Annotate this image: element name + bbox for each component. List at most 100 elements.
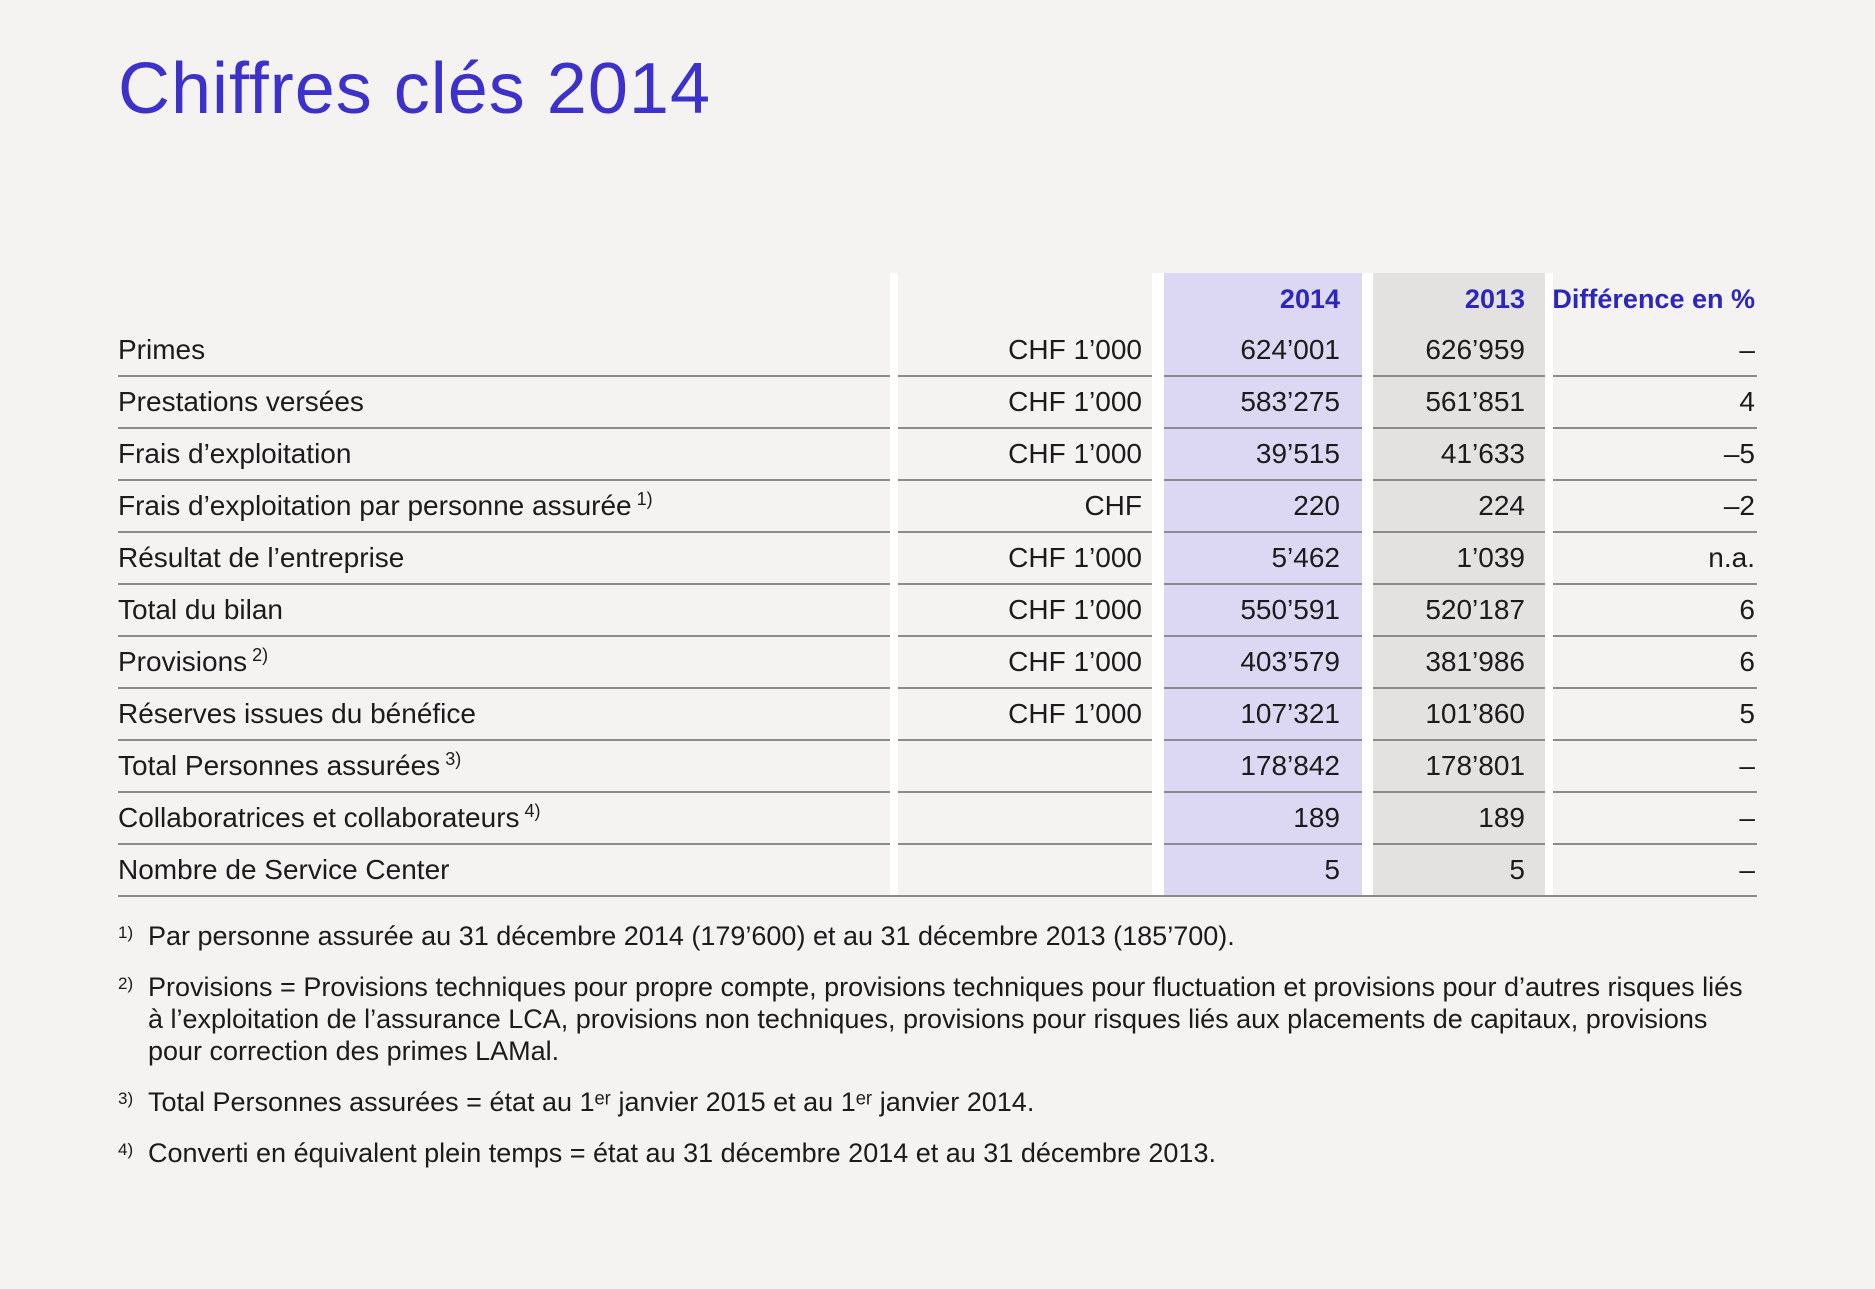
row-label: Frais d’exploitation [118, 429, 890, 481]
row-label-text: Collaboratrices et collaborateurs [118, 802, 520, 833]
row-label-text: Frais d’exploitation par personne assuré… [118, 490, 632, 521]
column-gap [1152, 429, 1164, 481]
footnote-marker: 3) [118, 1089, 134, 1108]
column-gap [1545, 429, 1553, 481]
column-gap [890, 637, 898, 689]
value-2014: 220 [1164, 481, 1362, 533]
column-gap [890, 689, 898, 741]
value-difference: – [1553, 793, 1757, 845]
footnote-2: 2) Provisions = Provisions techniques po… [118, 971, 1743, 1067]
column-gap [1362, 637, 1373, 689]
column-gap [1545, 845, 1553, 897]
footnote-4: 4) Converti en équivalent plein temps = … [118, 1137, 1743, 1169]
value-2013: 381’986 [1373, 637, 1545, 689]
table-row: Total du bilan CHF 1’000 550’591 520’187… [118, 585, 1757, 637]
column-gap [890, 533, 898, 585]
column-gap [1152, 273, 1164, 325]
column-gap [1152, 481, 1164, 533]
column-gap [1545, 481, 1553, 533]
column-gap [1545, 793, 1553, 845]
value-2013: 5 [1373, 845, 1545, 897]
row-label-text: Frais d’exploitation [118, 438, 352, 469]
row-unit: CHF 1’000 [898, 585, 1152, 637]
row-label-text: Total du bilan [118, 594, 284, 625]
table-row: Total Personnes assurées 3) 178’842 178’… [118, 741, 1757, 793]
value-difference: n.a. [1553, 533, 1757, 585]
value-difference: – [1553, 845, 1757, 897]
row-label-text: Primes [118, 334, 206, 365]
column-gap [1362, 429, 1373, 481]
column-gap [1362, 273, 1373, 325]
column-gap [1152, 325, 1164, 377]
table-bottom-border [118, 895, 1757, 897]
column-gap [1545, 585, 1553, 637]
row-unit: CHF 1’000 [898, 689, 1152, 741]
row-unit: CHF 1’000 [898, 637, 1152, 689]
table-row: Provisions 2) CHF 1’000 403’579 381’986 … [118, 637, 1757, 689]
header-label-spacer [118, 273, 890, 325]
column-gap [1362, 325, 1373, 377]
row-unit: CHF 1’000 [898, 429, 1152, 481]
table-row: Nombre de Service Center 5 5 – [118, 845, 1757, 897]
footnote-ref: 2) [252, 645, 269, 665]
table-header-row: 2014 2013 Différence en % [118, 273, 1757, 325]
column-gap [1362, 585, 1373, 637]
row-label: Résultat de l’entreprise [118, 533, 890, 585]
footnote-marker: 1) [118, 923, 134, 942]
table-row: Réserves issues du bénéfice CHF 1’000 10… [118, 689, 1757, 741]
footnote-marker: 4) [118, 1140, 134, 1159]
key-figures-table: 2014 2013 Différence en % Primes CHF 1’0… [118, 273, 1757, 897]
column-gap [890, 377, 898, 429]
table-row: Frais d’exploitation par personne assuré… [118, 481, 1757, 533]
value-2013: 561’851 [1373, 377, 1545, 429]
column-gap [890, 793, 898, 845]
value-2013: 1’039 [1373, 533, 1545, 585]
table-row: Frais d’exploitation CHF 1’000 39’515 41… [118, 429, 1757, 481]
row-unit: CHF [898, 481, 1152, 533]
column-gap [1152, 793, 1164, 845]
column-gap [1152, 689, 1164, 741]
row-label-text: Provisions [118, 646, 248, 677]
column-header-2013: 2013 [1373, 273, 1545, 325]
column-gap [1545, 273, 1553, 325]
footnote-marker: 2) [118, 974, 134, 993]
row-label: Collaboratrices et collaborateurs 4) [118, 793, 890, 845]
column-gap [890, 845, 898, 897]
column-gap [1362, 793, 1373, 845]
row-unit: CHF 1’000 [898, 533, 1152, 585]
row-label: Primes [118, 325, 890, 377]
footnote-text: Par personne assurée au 31 décembre 2014… [148, 921, 1235, 951]
value-difference: 6 [1553, 637, 1757, 689]
footnote-text: Total Personnes assurées = état au 1ᵉʳ j… [148, 1087, 1035, 1117]
value-2013: 626’959 [1373, 325, 1545, 377]
value-2014: 189 [1164, 793, 1362, 845]
value-2013: 178’801 [1373, 741, 1545, 793]
value-difference: 4 [1553, 377, 1757, 429]
footnote-ref: 1) [636, 489, 653, 509]
row-label-text: Total Personnes assurées [118, 750, 441, 781]
row-unit [898, 845, 1152, 897]
column-gap [890, 481, 898, 533]
value-difference: – [1553, 741, 1757, 793]
footnote-text: Provisions = Provisions techniques pour … [148, 972, 1743, 1066]
column-gap [1545, 325, 1553, 377]
column-gap [1152, 741, 1164, 793]
column-gap [1545, 689, 1553, 741]
value-2013: 520’187 [1373, 585, 1545, 637]
value-2014: 5’462 [1164, 533, 1362, 585]
table-row: Collaboratrices et collaborateurs 4) 189… [118, 793, 1757, 845]
footnotes: 1) Par personne assurée au 31 décembre 2… [118, 920, 1743, 1188]
row-label-text: Réserves issues du bénéfice [118, 698, 476, 729]
table-row: Résultat de l’entreprise CHF 1’000 5’462… [118, 533, 1757, 585]
column-gap [890, 325, 898, 377]
value-2014: 5 [1164, 845, 1362, 897]
row-label: Total du bilan [118, 585, 890, 637]
row-unit: CHF 1’000 [898, 377, 1152, 429]
row-unit [898, 793, 1152, 845]
column-header-difference: Différence en % [1553, 283, 1755, 314]
column-gap [890, 585, 898, 637]
footnote-ref: 3) [445, 749, 462, 769]
value-2014: 624’001 [1164, 325, 1362, 377]
value-difference: 6 [1553, 585, 1757, 637]
